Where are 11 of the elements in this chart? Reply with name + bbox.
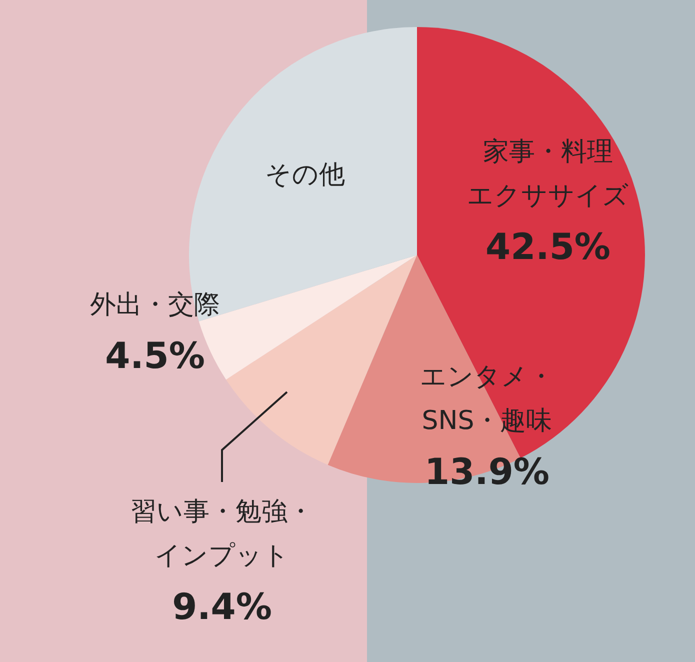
- slice-label: 習い事・勉強・インプット: [130, 497, 314, 571]
- data-label: 13.9%: [424, 452, 550, 493]
- data-label: 4.5%: [105, 336, 205, 377]
- data-label: 9.4%: [172, 587, 272, 628]
- pie-slice: [226, 255, 417, 465]
- slice-label: エンタメ・SNS・趣味: [420, 362, 554, 436]
- pie-slice: [417, 27, 645, 458]
- slice-label: 外出・交際: [90, 290, 220, 320]
- data-label: 42.5%: [486, 227, 610, 268]
- slice-label: その他: [265, 160, 345, 190]
- slice-label: 家事・料理エクササイズ: [467, 137, 629, 211]
